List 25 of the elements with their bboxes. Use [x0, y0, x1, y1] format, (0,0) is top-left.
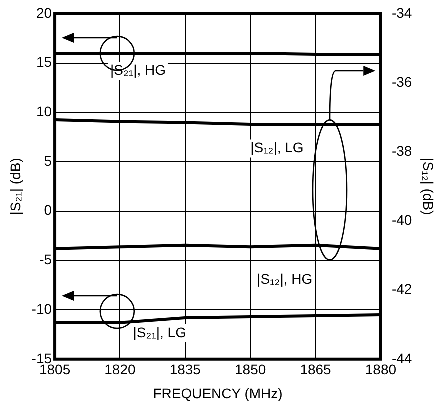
series-label: |S₁₂|, LG: [250, 140, 304, 156]
y2-axis-title: |S₁₂| (dB): [420, 158, 437, 216]
y-tick-label: -5: [40, 252, 52, 268]
y-tick-label: 0: [44, 202, 52, 218]
series-label: |S₂₁|, LG: [133, 324, 186, 340]
x-tick-label: 1880: [365, 362, 397, 378]
y-tick-label: -10: [32, 300, 52, 317]
y2-tick-label: -42: [392, 281, 412, 298]
y-tick-label: 20: [36, 4, 52, 21]
series-label: |S₁₂|, HG: [257, 270, 313, 287]
y2-tick-label: -36: [392, 74, 412, 90]
y2-tick-label: -38: [392, 143, 412, 160]
y-tick-label: 15: [36, 54, 52, 70]
x-tick-label: 1820: [104, 362, 136, 378]
x-axis-title: FREQUENCY (MHz): [153, 385, 283, 402]
y2-tick-label: -34: [392, 4, 412, 21]
x-tick-label: 1850: [235, 362, 266, 378]
x-tick-label: 1835: [170, 362, 202, 378]
series-label: |S₂₁|, HG: [110, 62, 166, 78]
y-axis-title: |S₂₁| (dB): [7, 158, 24, 216]
y-tick-label: 10: [36, 104, 52, 120]
y2-tick-label: -40: [392, 212, 412, 228]
y-tick-label: 5: [44, 152, 52, 169]
y-tick-label: -15: [32, 350, 52, 366]
x-tick-label: 1865: [300, 362, 332, 378]
